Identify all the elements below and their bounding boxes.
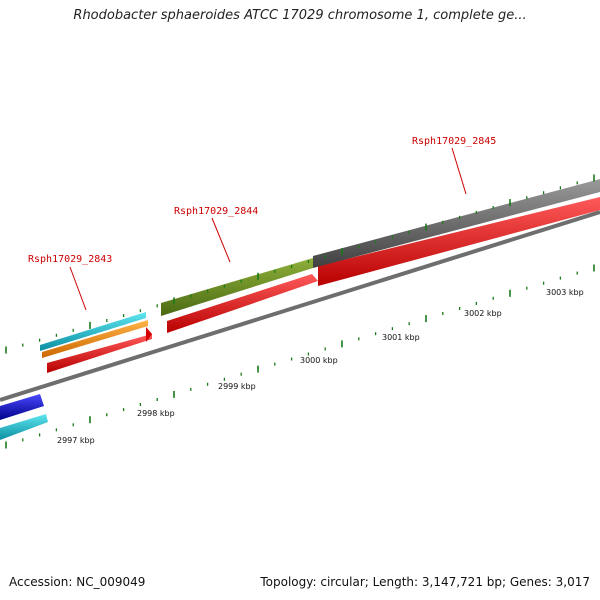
kbp-label-3002: 3002 kbp	[464, 309, 502, 318]
gene-callout-2845	[451, 147, 467, 195]
gene-feature-red-2844	[167, 274, 318, 333]
genome-backbone	[0, 210, 600, 402]
gene-feature-blue	[0, 394, 44, 420]
gene-feature-cyan-lower	[0, 414, 48, 440]
kbp-label-3003: 3003 kbp	[546, 288, 584, 297]
lower-tick-track	[5, 264, 595, 449]
gene-label-2845: Rsph17029_2845	[412, 136, 496, 147]
topology-summary-text: Topology: circular; Length: 3,147,721 bp…	[260, 575, 590, 589]
gene-feature-red-1	[47, 334, 152, 373]
kbp-label-2997: 2997 kbp	[57, 436, 95, 445]
gene-feature-orange-2843	[42, 320, 148, 358]
gene-callout-2843	[69, 266, 87, 311]
gene-feature-grey-2845	[313, 179, 600, 268]
gene-feature-red-1-arrow	[146, 327, 152, 342]
gene-feature-red-2845	[318, 197, 600, 286]
gene-feature-cyan-2843	[40, 312, 146, 351]
gene-callout-2844	[211, 217, 231, 263]
gene-label-2844: Rsph17029_2844	[174, 206, 258, 217]
kbp-label-3001: 3001 kbp	[382, 333, 420, 342]
kbp-label-2998: 2998 kbp	[137, 409, 175, 418]
gene-label-2843: Rsph17029_2843	[28, 254, 112, 265]
kbp-label-3000: 3000 kbp	[300, 356, 338, 365]
accession-text: Accession: NC_009049	[9, 575, 146, 589]
map-title: Rhodobacter sphaeroides ATCC 17029 chrom…	[73, 8, 527, 23]
upper-tick-track	[5, 174, 595, 354]
kbp-label-2999: 2999 kbp	[218, 382, 256, 391]
